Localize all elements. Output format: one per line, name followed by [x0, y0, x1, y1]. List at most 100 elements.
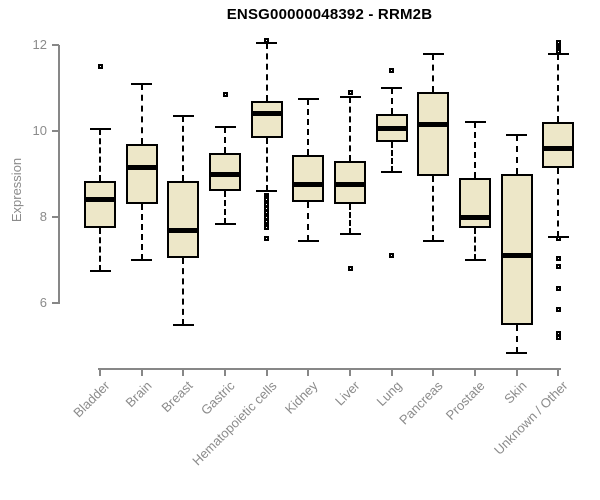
- x-axis-tick: [99, 369, 101, 376]
- outlier-point: [555, 48, 561, 54]
- median-line: [500, 253, 533, 259]
- lower-whisker: [265, 137, 268, 192]
- lower-whisker-cap: [297, 239, 319, 242]
- iqr-box: [417, 92, 450, 177]
- median-line: [250, 111, 283, 117]
- outlier-point: [555, 285, 561, 291]
- outlier-point: [264, 206, 270, 212]
- upper-whisker-cap: [214, 125, 236, 128]
- upper-whisker-cap: [131, 82, 153, 85]
- outlier-point: [555, 255, 561, 261]
- outlier-point: [264, 236, 270, 242]
- lower-whisker: [474, 227, 477, 261]
- upper-whisker: [265, 42, 268, 101]
- lower-whisker: [557, 167, 560, 237]
- outlier-point: [264, 201, 270, 207]
- outlier-point: [389, 253, 395, 259]
- upper-whisker-cap: [297, 97, 319, 100]
- outlier-point: [264, 219, 270, 224]
- lower-whisker-cap: [422, 239, 444, 242]
- y-axis-tick: [52, 130, 59, 133]
- lower-whisker-cap: [214, 222, 236, 225]
- lower-whisker-cap: [256, 190, 278, 193]
- median-line: [417, 122, 450, 128]
- upper-whisker: [390, 88, 393, 114]
- median-line: [542, 145, 575, 151]
- y-axis-line: [58, 45, 60, 304]
- iqr-box: [292, 154, 325, 203]
- lower-whisker: [515, 324, 518, 353]
- outlier-point: [347, 89, 353, 95]
- outlier-point: [347, 266, 353, 272]
- x-axis-tick: [307, 369, 310, 376]
- lower-whisker: [432, 176, 435, 241]
- median-line: [459, 214, 492, 220]
- lower-whisker: [390, 141, 393, 172]
- lower-whisker-cap: [464, 259, 486, 262]
- upper-whisker: [557, 53, 560, 123]
- upper-whisker: [349, 96, 352, 162]
- outlier-point: [389, 68, 395, 74]
- outlier-point: [264, 197, 270, 203]
- lower-whisker: [140, 204, 143, 261]
- lower-whisker: [307, 202, 310, 241]
- x-axis-tick: [224, 369, 226, 376]
- median-line: [375, 126, 408, 132]
- outlier-point: [264, 214, 270, 220]
- upper-whisker: [515, 135, 518, 175]
- y-axis-tick: [52, 44, 59, 46]
- outlier-point: [264, 210, 270, 216]
- x-axis-tick: [432, 369, 435, 376]
- upper-whisker-cap: [339, 95, 361, 98]
- iqr-box: [459, 178, 492, 228]
- median-line: [292, 182, 325, 188]
- outlier-point: [555, 335, 561, 341]
- lower-whisker-cap: [131, 259, 153, 262]
- x-axis-tick: [349, 369, 352, 376]
- y-axis-tick-label: 8: [39, 209, 47, 225]
- outlier-point: [555, 236, 561, 242]
- outlier-point: [264, 225, 270, 231]
- outlier-point: [264, 38, 270, 44]
- median-line: [84, 197, 116, 203]
- x-axis-tick: [515, 369, 518, 376]
- x-axis-tick: [182, 369, 185, 376]
- lower-whisker-cap: [89, 270, 111, 272]
- lower-whisker-cap: [381, 170, 403, 173]
- outlier-point: [555, 330, 561, 336]
- upper-whisker-cap: [89, 127, 111, 130]
- lower-whisker: [349, 204, 352, 235]
- outlier-point: [555, 264, 561, 270]
- y-axis-tick-label: 6: [39, 295, 47, 311]
- x-axis-category-label: Unknown / Other: [491, 378, 571, 458]
- x-axis-tick: [140, 369, 143, 376]
- iqr-box: [500, 174, 533, 325]
- lower-whisker-cap: [172, 323, 194, 326]
- y-axis-tick-label: 10: [32, 123, 47, 139]
- x-axis-tick: [390, 369, 393, 376]
- iqr-box: [250, 100, 283, 138]
- upper-whisker-cap: [506, 134, 528, 137]
- lower-whisker: [182, 258, 185, 325]
- x-axis-tick: [474, 369, 477, 376]
- lower-whisker-cap: [339, 233, 361, 236]
- upper-whisker: [307, 98, 310, 155]
- chart-title: ENSG00000048392 - RRM2B: [226, 6, 433, 23]
- y-axis-tick: [52, 302, 59, 305]
- x-axis-tick: [265, 369, 268, 376]
- median-line: [167, 227, 200, 233]
- iqr-box: [84, 180, 116, 228]
- y-axis-tick: [52, 216, 59, 219]
- iqr-box: [542, 122, 575, 168]
- upper-whisker-cap: [381, 87, 403, 90]
- outlier-point: [97, 64, 103, 70]
- median-line: [209, 171, 241, 177]
- x-axis-tick: [557, 369, 560, 376]
- x-axis-line: [98, 368, 561, 370]
- iqr-box: [167, 180, 200, 259]
- upper-whisker: [99, 128, 101, 181]
- median-line: [334, 182, 367, 188]
- upper-whisker: [182, 116, 185, 181]
- upper-whisker: [474, 122, 477, 179]
